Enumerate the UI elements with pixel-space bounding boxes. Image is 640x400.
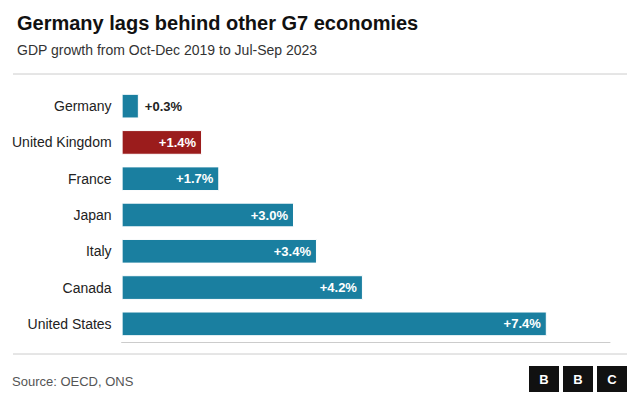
svg-text:B: B	[573, 372, 582, 387]
svg-text:C: C	[607, 372, 617, 387]
svg-text:Canada: Canada	[63, 280, 112, 296]
svg-text:+1.7%: +1.7%	[176, 171, 214, 186]
svg-text:Germany lags behind other G7 e: Germany lags behind other G7 economies	[17, 12, 418, 34]
svg-text:GDP growth from Oct-Dec 2019 t: GDP growth from Oct-Dec 2019 to Jul-Sep …	[17, 42, 317, 58]
svg-text:Germany: Germany	[54, 98, 112, 114]
svg-text:+0.3%: +0.3%	[145, 99, 183, 114]
svg-text:+7.4%: +7.4%	[504, 316, 542, 331]
svg-text:Japan: Japan	[73, 207, 111, 223]
svg-text:B: B	[539, 372, 548, 387]
svg-text:Source: OECD, ONS: Source: OECD, ONS	[12, 374, 134, 389]
svg-text:+4.2%: +4.2%	[320, 280, 358, 295]
svg-text:United States: United States	[28, 316, 112, 332]
svg-text:Italy: Italy	[86, 243, 112, 259]
svg-text:United Kingdom: United Kingdom	[12, 134, 112, 150]
svg-text:+3.4%: +3.4%	[274, 244, 312, 259]
svg-text:+1.4%: +1.4%	[159, 135, 197, 150]
svg-text:France: France	[68, 171, 112, 187]
svg-text:+3.0%: +3.0%	[251, 208, 289, 223]
